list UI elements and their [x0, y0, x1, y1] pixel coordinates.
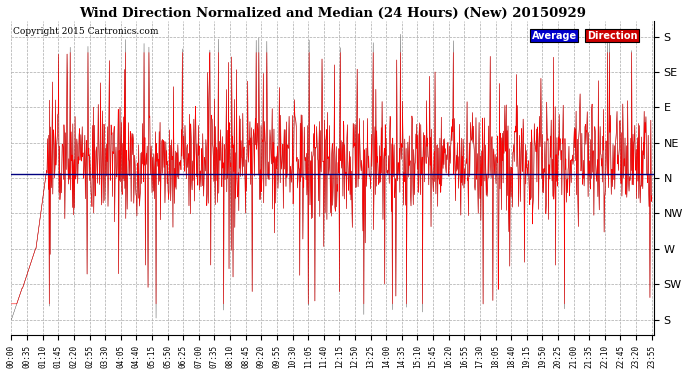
Text: Average: Average	[532, 30, 577, 40]
Text: Direction: Direction	[587, 30, 638, 40]
Text: Copyright 2015 Cartronics.com: Copyright 2015 Cartronics.com	[12, 27, 158, 36]
Title: Wind Direction Normalized and Median (24 Hours) (New) 20150929: Wind Direction Normalized and Median (24…	[79, 7, 586, 20]
